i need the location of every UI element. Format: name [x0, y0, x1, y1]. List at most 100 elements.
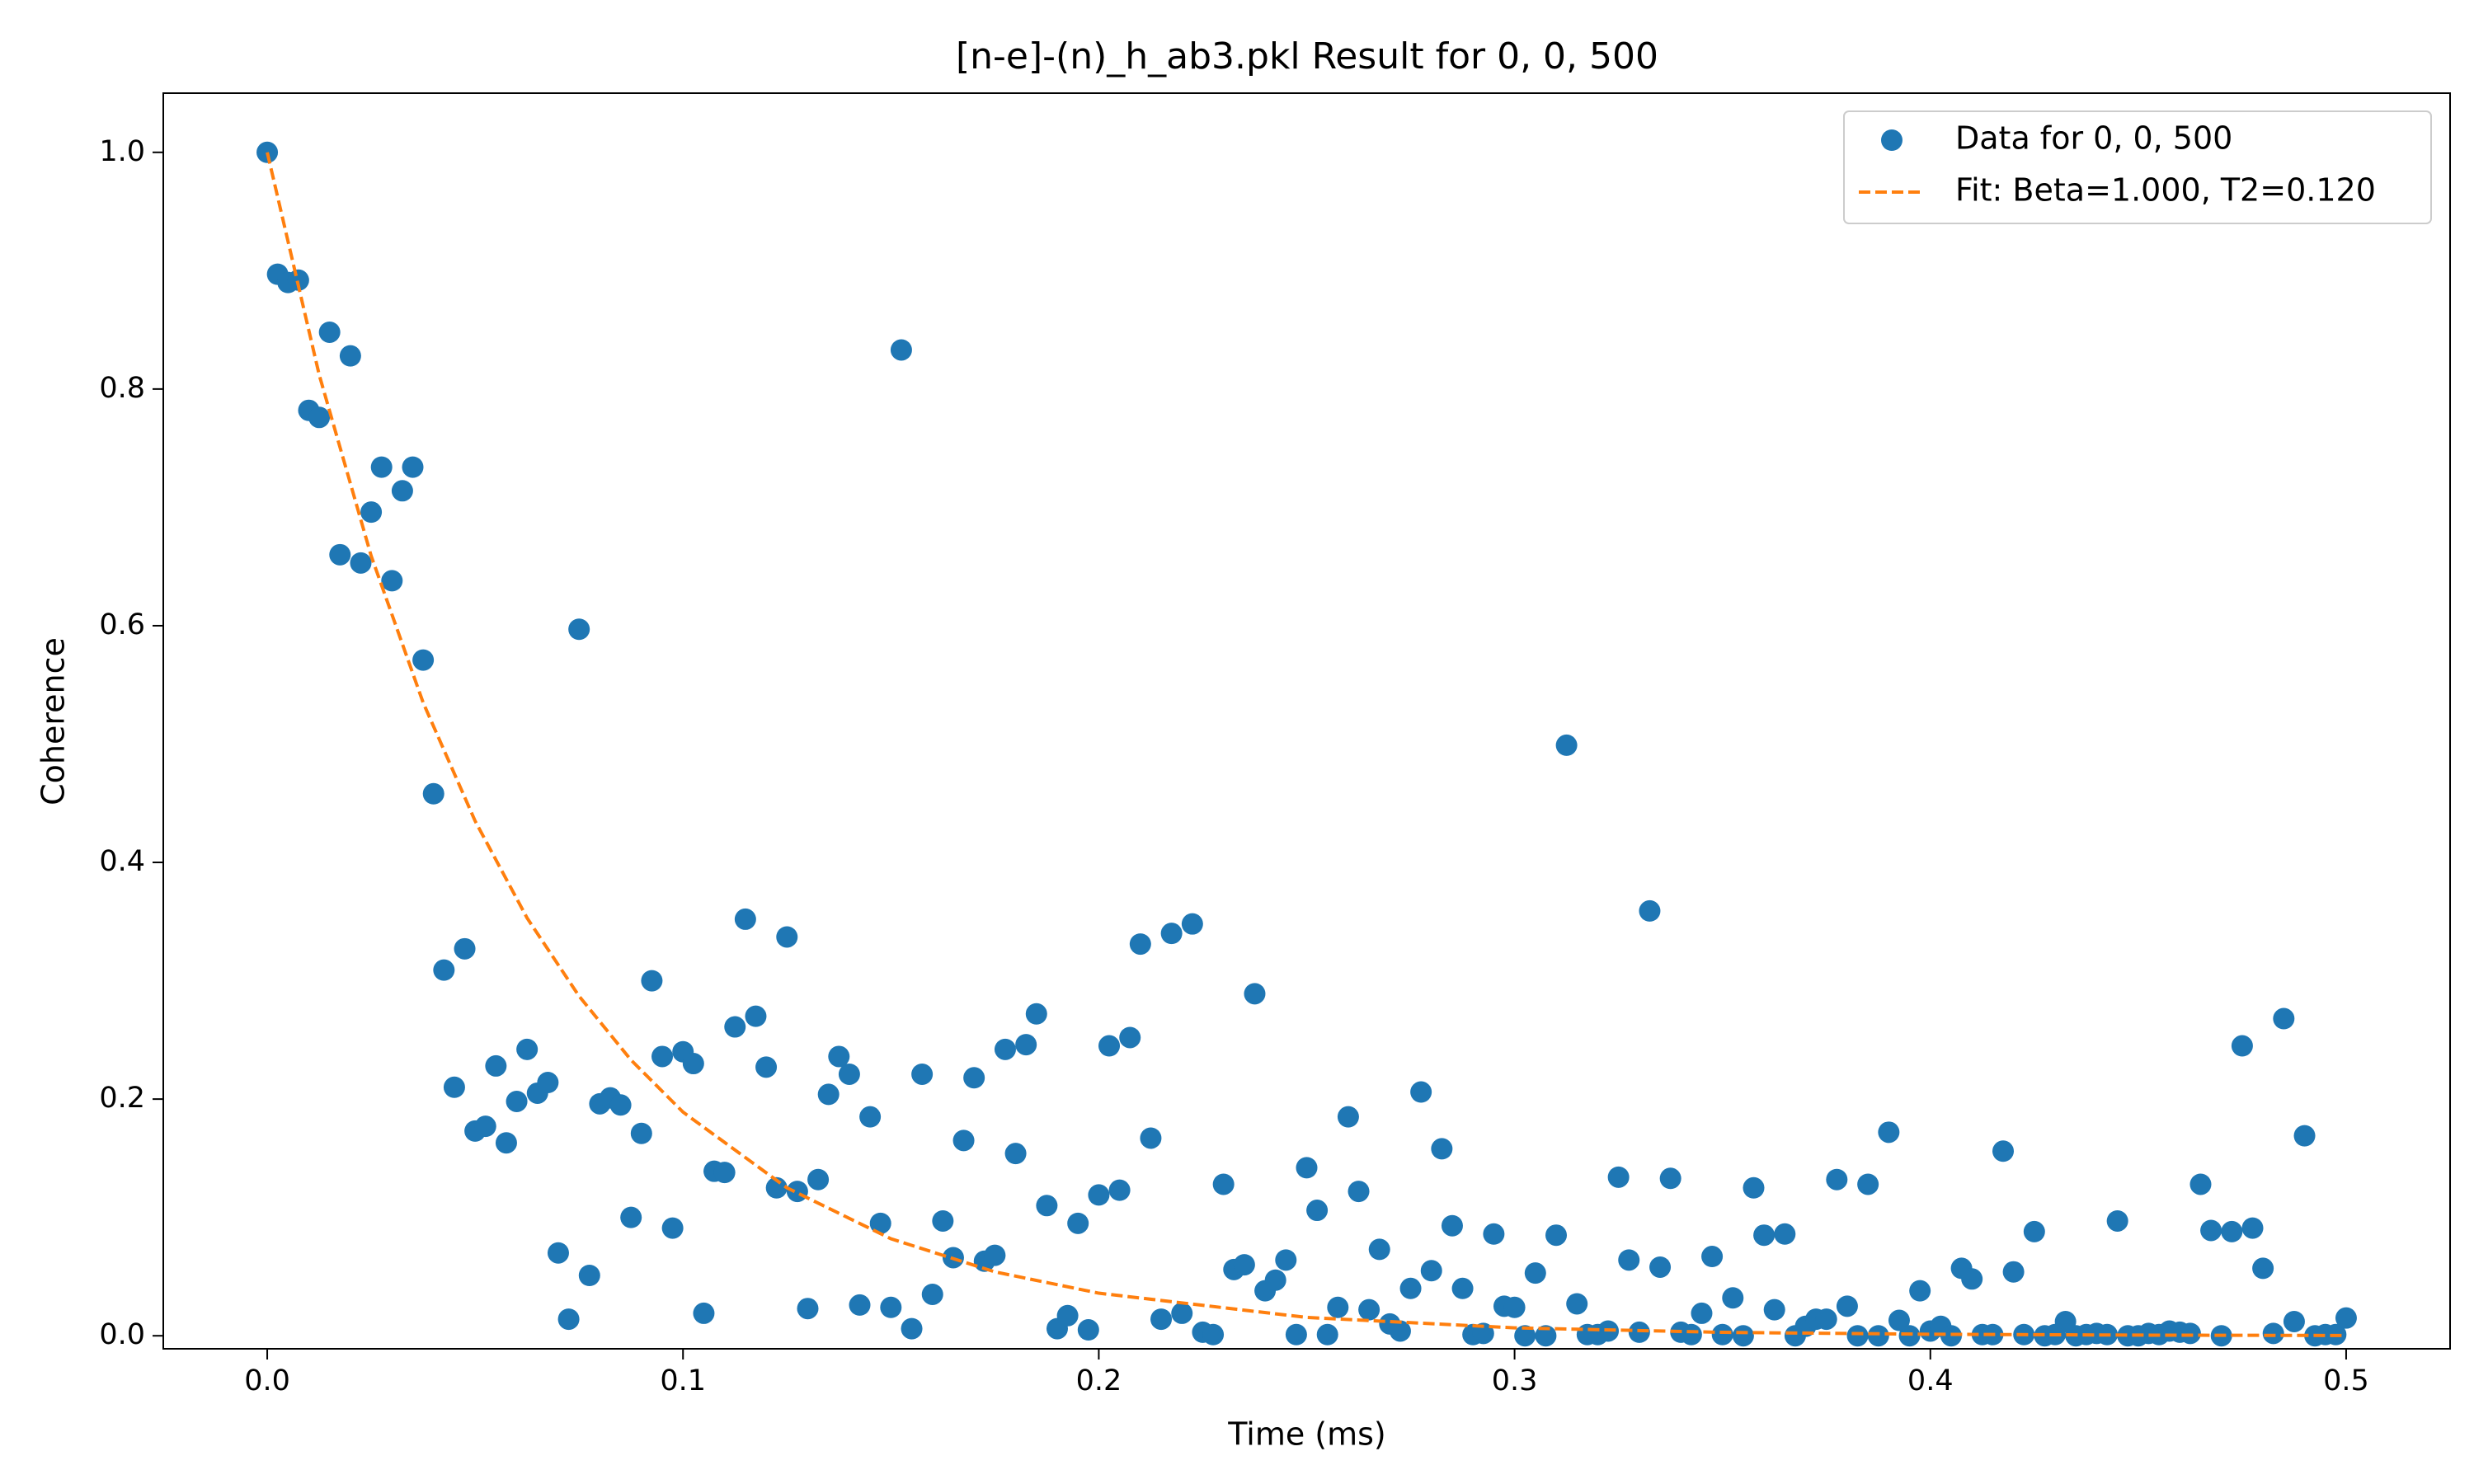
data-point	[412, 649, 435, 671]
data-point	[1691, 1302, 1713, 1324]
data-point	[370, 456, 393, 478]
data-point	[443, 1076, 465, 1098]
chart-title: [n-e]-(n)_h_ab3.pkl Result for 0, 0, 500	[956, 35, 1658, 77]
data-point	[2283, 1310, 2305, 1332]
data-point	[2179, 1322, 2201, 1345]
data-point	[516, 1038, 539, 1060]
data-point	[1004, 1143, 1027, 1165]
data-point	[984, 1244, 1006, 1266]
data-point	[745, 1005, 767, 1027]
data-point	[713, 1162, 736, 1184]
data-point	[2189, 1173, 2212, 1195]
data-point	[828, 1045, 850, 1068]
data-point	[797, 1298, 819, 1320]
data-point	[1555, 734, 1578, 756]
data-point	[2002, 1261, 2025, 1283]
data-point	[1140, 1127, 1162, 1149]
data-point	[1171, 1302, 1193, 1324]
y-tick-label: 1.0	[99, 135, 145, 168]
data-point	[568, 618, 590, 641]
x-tick-label: 0.5	[2323, 1364, 2369, 1397]
data-point	[1545, 1224, 1568, 1247]
fit-line	[266, 152, 2346, 1337]
data-point	[1285, 1323, 1307, 1345]
data-point	[1015, 1034, 1037, 1056]
data-point	[578, 1265, 600, 1287]
data-point	[287, 269, 309, 291]
x-tick-label: 0.2	[1076, 1364, 1122, 1397]
data-point	[1763, 1298, 1785, 1321]
data-point	[1472, 1322, 1494, 1345]
legend-marker	[1881, 129, 1903, 151]
data-point	[952, 1129, 975, 1152]
data-point	[1618, 1249, 1640, 1271]
data-point	[1909, 1280, 1931, 1302]
data-point	[1732, 1325, 1754, 1347]
legend: Data for 0, 0, 500 Fit: Beta=1.000, T2=0.…	[1843, 110, 2432, 224]
data-point	[1483, 1223, 1505, 1245]
data-point	[1098, 1035, 1121, 1057]
data-point	[1826, 1168, 1848, 1190]
y-tick-label: 0.8	[99, 372, 145, 405]
data-point	[454, 937, 476, 960]
data-point	[1160, 923, 1183, 945]
data-point	[651, 1045, 674, 1068]
data-point	[433, 959, 455, 981]
data-point	[620, 1206, 642, 1228]
data-point	[859, 1106, 882, 1128]
data-point	[641, 970, 663, 992]
data-point	[1296, 1157, 1318, 1179]
data-point	[1961, 1268, 1983, 1290]
data-point	[1202, 1323, 1225, 1345]
data-point	[495, 1132, 517, 1154]
data-point	[329, 543, 351, 566]
x-tick-label: 0.0	[244, 1364, 290, 1397]
data-point	[1639, 899, 1661, 922]
data-point	[1108, 1179, 1131, 1201]
data-point	[1722, 1287, 1744, 1309]
data-point	[1524, 1262, 1546, 1284]
data-point	[2335, 1307, 2357, 1329]
data-point	[2231, 1035, 2253, 1057]
data-point	[963, 1067, 985, 1089]
data-point	[1306, 1200, 1329, 1222]
data-point	[1680, 1323, 1702, 1345]
data-point	[485, 1054, 507, 1077]
data-point	[1888, 1309, 1910, 1331]
data-point	[786, 1181, 808, 1203]
data-point	[547, 1242, 569, 1264]
data-point	[1420, 1260, 1442, 1282]
y-axis-label: Coherence	[35, 637, 72, 805]
y-tick-label: 0.2	[99, 1082, 145, 1115]
x-tick-label: 0.4	[1907, 1364, 1954, 1397]
data-point	[1358, 1298, 1380, 1321]
x-tick-label: 0.3	[1492, 1364, 1538, 1397]
data-point	[890, 339, 912, 361]
data-point	[1150, 1308, 1173, 1331]
data-point	[724, 1016, 746, 1038]
data-point	[1867, 1325, 1889, 1347]
data-point	[402, 456, 424, 478]
data-point	[1410, 1081, 1432, 1103]
y-tick-label: 0.0	[99, 1318, 145, 1351]
data-point	[734, 908, 756, 930]
data-point	[1846, 1325, 1869, 1347]
data-point	[1815, 1308, 1837, 1331]
data-point	[1337, 1106, 1359, 1128]
data-point	[1628, 1321, 1650, 1343]
data-point	[2221, 1220, 2243, 1242]
data-point	[838, 1063, 860, 1085]
data-point	[2262, 1322, 2284, 1345]
data-point	[1431, 1138, 1453, 1160]
data-point	[880, 1296, 902, 1318]
data-point	[901, 1317, 923, 1340]
data-point	[1088, 1184, 1110, 1206]
data-point	[1711, 1323, 1733, 1345]
data-point	[557, 1308, 580, 1331]
data-point	[1389, 1320, 1411, 1342]
data-point	[1857, 1173, 1879, 1195]
data-point	[1607, 1166, 1630, 1188]
data-point	[911, 1063, 934, 1085]
data-point	[1025, 1003, 1047, 1025]
